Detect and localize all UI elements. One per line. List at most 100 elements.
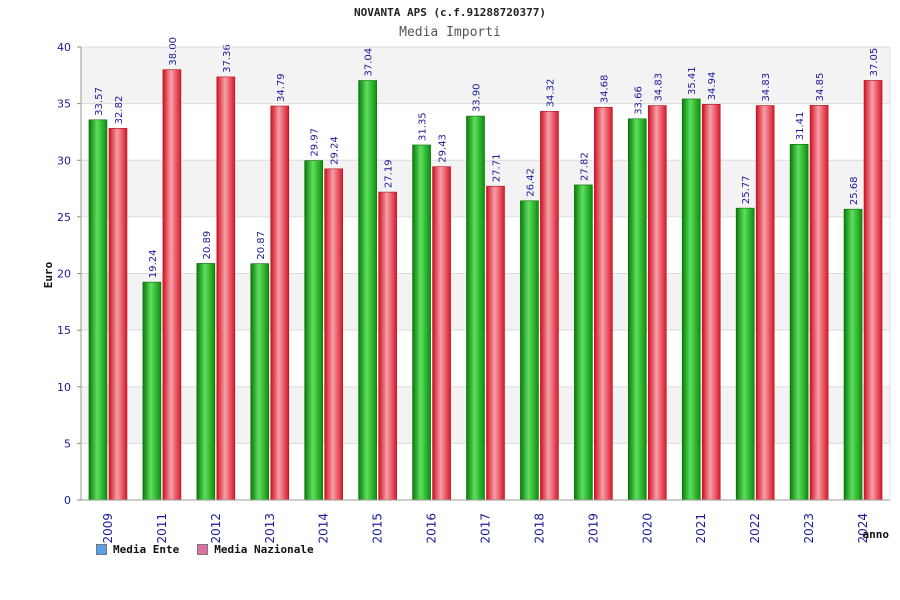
background-band	[81, 386, 890, 444]
bar-media-nazionale	[809, 105, 829, 501]
legend-swatch-media-nazionale	[197, 544, 209, 555]
plot-background	[81, 47, 890, 500]
value-label-media-nazionale: 38.00	[168, 37, 179, 66]
x-tick-label: 2014	[317, 513, 331, 544]
value-label-media-ente: 19.24	[148, 249, 159, 278]
bar-media-nazionale	[270, 105, 290, 501]
x-tick-label: 2018	[532, 513, 546, 544]
value-label-media-nazionale: 29.43	[438, 134, 449, 163]
bar-media-nazionale	[162, 69, 182, 501]
legend: Media Ente Media Nazionale	[96, 543, 314, 556]
bar-media-ente	[681, 98, 701, 501]
bar-media-ente	[250, 263, 270, 501]
legend-item-media-ente: Media Ente	[96, 543, 179, 556]
bar-media-nazionale	[647, 105, 667, 501]
legend-item-media-nazionale: Media Nazionale	[197, 543, 314, 556]
value-label-media-nazionale: 37.36	[222, 44, 233, 73]
background-band	[81, 443, 890, 500]
bar-media-ente	[88, 119, 108, 501]
value-label-media-nazionale: 34.83	[761, 73, 772, 102]
background-band	[81, 273, 890, 331]
background-band	[81, 160, 890, 217]
value-label-media-ente: 33.66	[633, 86, 644, 115]
bar-media-nazionale	[108, 128, 128, 501]
value-label-media-nazionale: 27.71	[492, 154, 503, 183]
value-label-media-nazionale: 29.24	[330, 136, 341, 165]
value-label-media-ente: 25.68	[849, 177, 860, 206]
legend-label-media-ente: Media Ente	[113, 543, 180, 556]
bar-media-ente	[520, 200, 539, 501]
bar-media-ente	[789, 143, 809, 501]
bar-media-ente	[142, 281, 162, 501]
value-label-media-nazionale: 34.68	[599, 75, 610, 104]
x-axis-label: anno	[863, 528, 890, 541]
x-tick-label: 2017	[479, 513, 493, 544]
axes: 0 5 10 15 20 25 30 35 40 2009 2011 2012 2013 2014 2015…	[57, 41, 891, 544]
bars	[88, 69, 883, 501]
bar-media-nazionale	[378, 191, 397, 501]
x-tick-label: 2015	[371, 513, 385, 544]
bar-media-nazionale	[594, 106, 613, 501]
x-tick-label: 2019	[586, 513, 600, 544]
value-label-media-nazionale: 37.05	[869, 48, 880, 77]
y-tick-label: 5	[64, 437, 71, 450]
value-label-media-ente: 37.04	[364, 48, 375, 77]
value-label-media-ente: 33.90	[472, 83, 483, 112]
bar-media-ente	[412, 144, 431, 501]
bar-media-nazionale	[701, 104, 721, 501]
value-label-media-ente: 20.87	[256, 231, 267, 260]
bar-media-ente	[574, 184, 593, 501]
value-label-media-ente: 20.89	[202, 231, 213, 260]
y-tick-label: 0	[64, 494, 71, 507]
value-label-media-ente: 31.35	[418, 112, 429, 141]
y-tick-label: 10	[57, 381, 71, 394]
value-label-media-ente: 35.41	[687, 66, 698, 95]
y-axis-label: Euro	[42, 261, 55, 288]
x-tick-label: 2009	[101, 513, 115, 544]
legend-swatch-media-ente	[96, 544, 107, 555]
value-label-media-nazionale: 32.82	[114, 96, 125, 125]
bar-media-ente	[196, 263, 216, 501]
value-label-media-ente: 25.77	[741, 176, 752, 205]
y-tick-label: 35	[57, 98, 71, 111]
x-tick-label: 2020	[640, 513, 654, 544]
bar-media-ente	[735, 207, 755, 501]
bar-media-nazionale	[540, 111, 559, 501]
bar-media-nazionale	[486, 185, 505, 501]
bar-media-nazionale	[755, 105, 775, 501]
value-label-media-ente: 29.97	[310, 128, 321, 157]
x-tick-label: 2016	[425, 513, 439, 544]
value-label-media-ente: 31.41	[795, 112, 806, 141]
x-tick-label: 2021	[694, 513, 708, 544]
x-tick-label: 2013	[263, 513, 277, 544]
bar-media-ente	[843, 208, 863, 501]
y-tick-label: 40	[57, 41, 71, 54]
value-label-media-ente: 26.42	[525, 168, 536, 197]
x-tick-label: 2024	[856, 513, 870, 544]
value-labels: 33.57 32.82 19.24 38.00 20.89 37.36 20.87 34.79…	[94, 37, 880, 278]
chart-title: NOVANTA APS (c.f.91288720377)	[353, 6, 547, 19]
background-band	[81, 47, 890, 104]
value-label-media-nazionale: 34.32	[545, 79, 556, 108]
bar-media-ente	[304, 160, 324, 501]
x-tick-label: 2012	[209, 513, 223, 544]
chart-subtitle: Media Importi	[399, 25, 501, 40]
bar-media-ente	[627, 118, 647, 501]
value-label-media-nazionale: 27.19	[384, 159, 395, 188]
value-label-media-nazionale: 34.79	[276, 73, 287, 102]
x-tick-label: 2023	[802, 513, 816, 544]
background-band	[81, 103, 890, 161]
x-tick-label: 2022	[748, 513, 762, 544]
bar-media-nazionale	[324, 168, 344, 501]
bar-media-ente	[466, 115, 485, 501]
value-label-media-ente: 27.82	[579, 152, 590, 181]
legend-label-media-nazionale: Media Nazionale	[214, 543, 314, 556]
y-tick-label: 20	[57, 268, 71, 281]
y-tick-label: 25	[57, 211, 71, 224]
background-band	[81, 216, 890, 274]
value-label-media-nazionale: 34.83	[653, 73, 664, 102]
x-tick-label: 2011	[155, 513, 169, 544]
bar-media-nazionale	[216, 76, 236, 501]
bar-media-nazionale	[863, 80, 883, 501]
